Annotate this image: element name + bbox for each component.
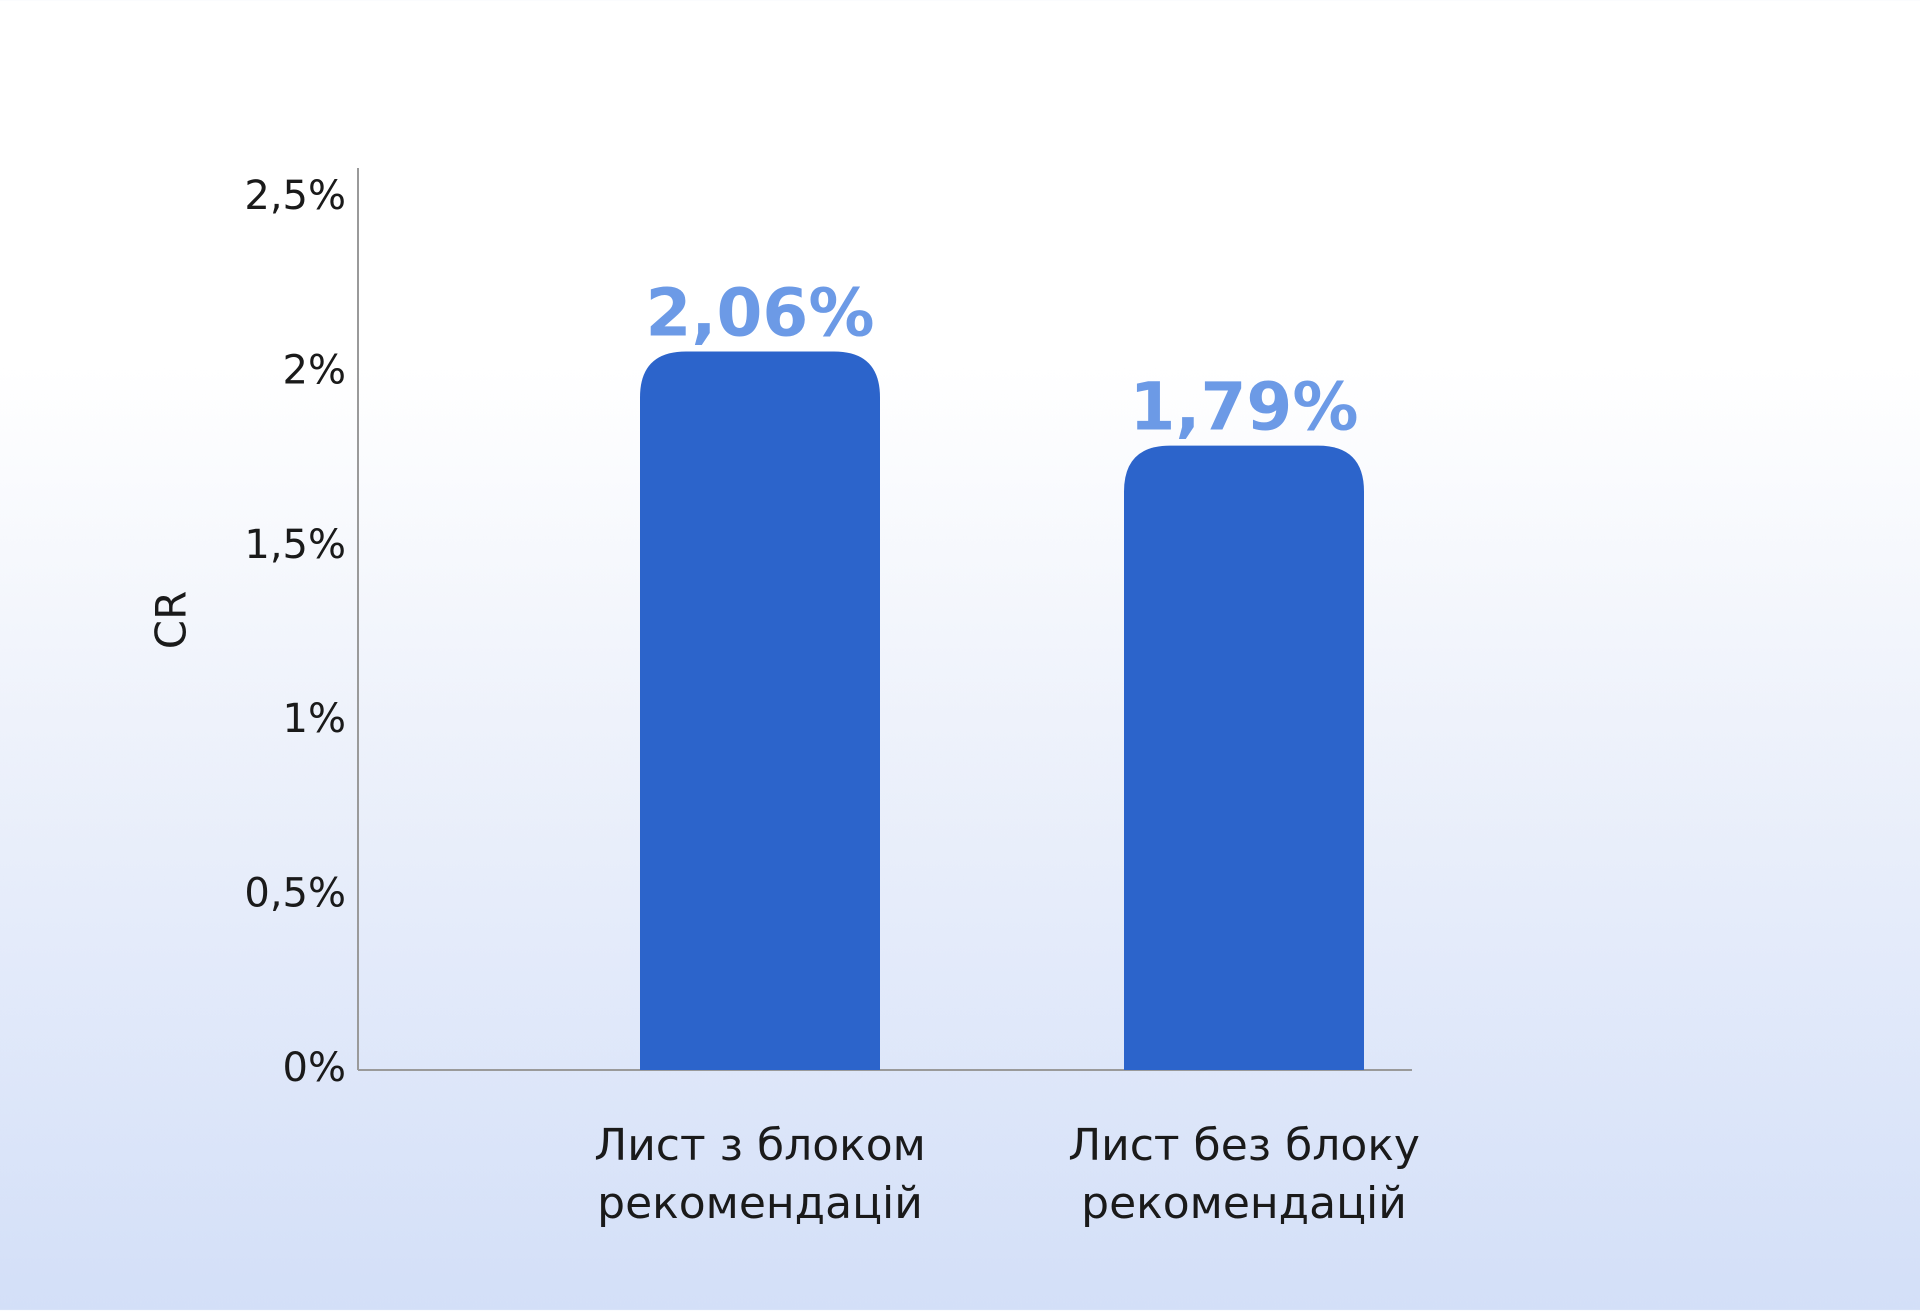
x-category-label: Лист без блоку bbox=[1068, 1120, 1420, 1171]
bar bbox=[640, 351, 880, 1070]
y-tick-label: 1,5% bbox=[244, 522, 346, 568]
y-tick-label: 0% bbox=[283, 1045, 346, 1091]
y-tick-label: 2% bbox=[283, 347, 346, 393]
y-tick-label: 1% bbox=[283, 696, 346, 742]
bar bbox=[1124, 445, 1364, 1070]
y-axis-title: CR bbox=[147, 591, 196, 650]
data-label: 2,06% bbox=[646, 274, 875, 351]
x-category-label: рекомендацій bbox=[1081, 1178, 1407, 1229]
y-tick-label: 2,5% bbox=[244, 173, 346, 219]
x-category-label: Лист з блоком bbox=[594, 1120, 926, 1171]
x-category-label: рекомендацій bbox=[597, 1178, 923, 1229]
y-tick-label: 0,5% bbox=[244, 871, 346, 917]
data-label: 1,79% bbox=[1130, 369, 1359, 446]
